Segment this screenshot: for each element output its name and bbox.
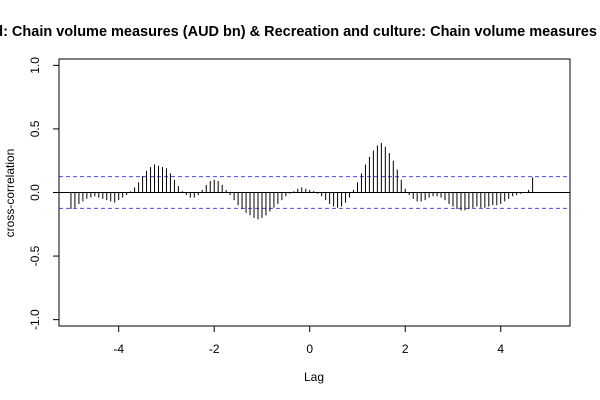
y-tick-label: 1.0 (28, 57, 42, 74)
y-tick-label: -0.5 (28, 245, 42, 266)
y-axis-label: cross-correlation (3, 149, 17, 238)
x-axis: -4 -2 0 2 4 (113, 325, 504, 356)
chart-title: d: Chain volume measures (AUD bn) & Recr… (0, 24, 600, 40)
ccf-bars (70, 142, 534, 220)
y-axis: -1.0 -0.5 0.0 0.5 1.0 (28, 57, 60, 330)
x-axis-label: Lag (304, 370, 324, 384)
x-tick-label: -4 (113, 342, 124, 356)
x-tick-label: 2 (402, 342, 409, 356)
x-tick-label: 0 (306, 342, 313, 356)
x-tick-label: -2 (209, 342, 220, 356)
x-tick-label: 4 (497, 342, 504, 356)
y-tick-label: -1.0 (28, 309, 42, 330)
confidence-band (59, 176, 570, 209)
y-tick-label: 0.5 (28, 120, 42, 137)
y-tick-label: 0.0 (28, 184, 42, 201)
